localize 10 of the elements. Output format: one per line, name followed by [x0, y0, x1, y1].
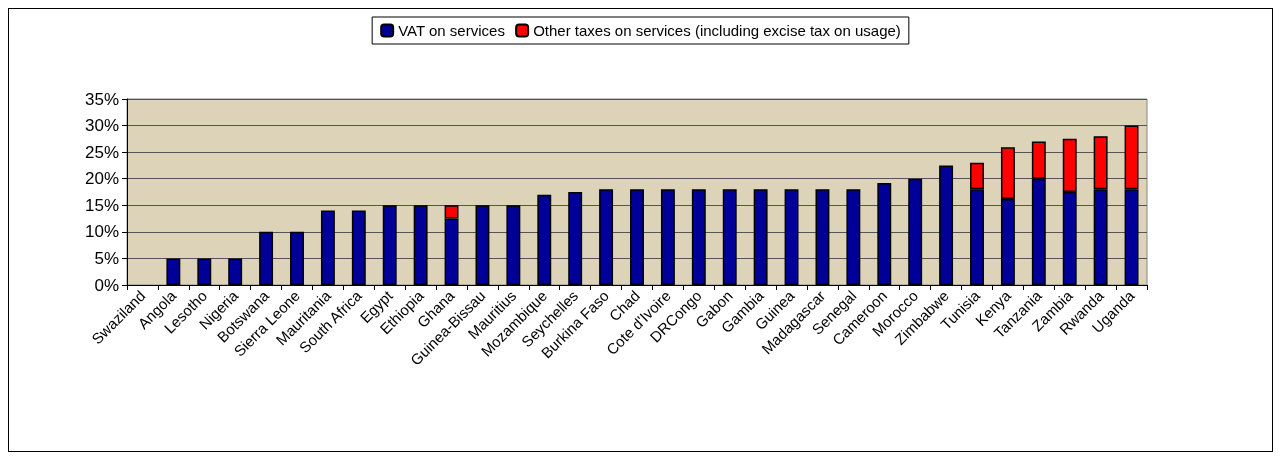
legend-label: Other taxes on services (including excise tax on usage) — [533, 22, 901, 39]
y-tick-label: 30% — [84, 116, 119, 136]
legend-label: VAT on services — [398, 22, 505, 39]
y-tick-label: 0% — [94, 275, 119, 295]
y-tick-label: 25% — [84, 142, 119, 162]
y-tick-label: 15% — [84, 195, 119, 215]
y-tick-label: 10% — [84, 222, 119, 242]
y-tick-label: 35% — [84, 89, 119, 109]
y-tick-label: 20% — [84, 169, 119, 189]
y-tick-label: 5% — [94, 248, 119, 268]
